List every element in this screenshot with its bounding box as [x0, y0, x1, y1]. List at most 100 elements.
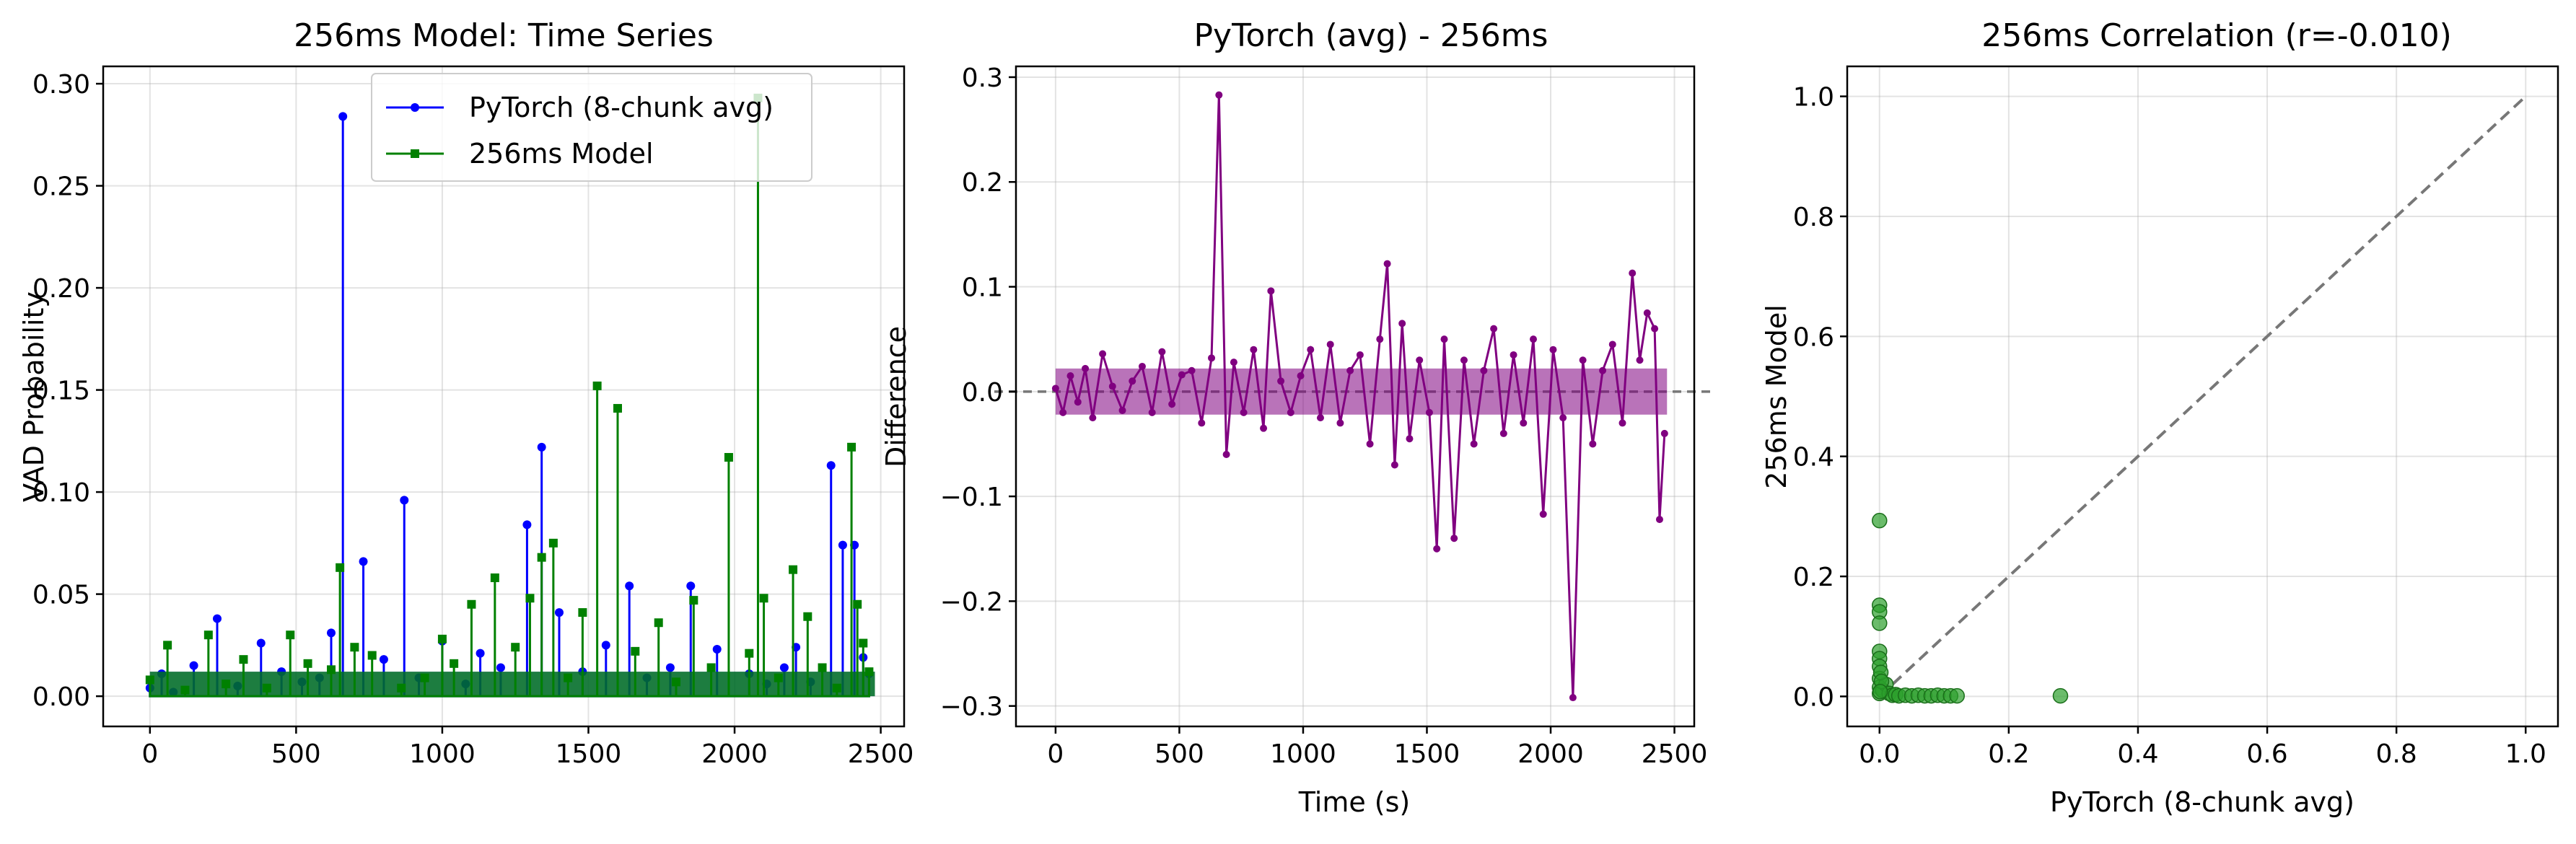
y-tick-label: 1.0 [1793, 83, 1834, 113]
x-tick-label: 0.8 [2376, 739, 2417, 769]
model-point [326, 665, 336, 674]
y-tick-label: 0.00 [32, 682, 90, 712]
model-point [303, 659, 312, 668]
series-baseline-band [149, 672, 875, 697]
y-tick-label: 0.8 [1793, 203, 1834, 232]
x-tick-label: 0.6 [2246, 739, 2287, 769]
panel-time-series: 256ms Model: Time Series 0 500 1000 1500 200… [18, 17, 914, 769]
model-point [631, 646, 640, 656]
pytorch-point [379, 655, 388, 664]
difference-point [1356, 351, 1364, 359]
difference-point [1138, 362, 1146, 370]
difference-point [1178, 371, 1186, 379]
model-point [397, 683, 406, 693]
model-point [548, 538, 558, 548]
difference-point [1390, 461, 1398, 469]
difference-point [1099, 350, 1107, 358]
panel3-title: 256ms Correlation (r=-0.010) [1981, 17, 2452, 54]
difference-point [1277, 377, 1285, 385]
model-point [706, 663, 716, 672]
difference-point [1059, 408, 1067, 416]
x-tick-label: 500 [1155, 739, 1204, 769]
panel2-y-label: Difference [880, 326, 912, 467]
legend-model-label: 256ms Model [469, 138, 654, 170]
x-tick-label: 0.4 [2117, 739, 2158, 769]
y-tick-label: 0.6 [1793, 322, 1834, 352]
y-tick-label: 0.10 [32, 478, 90, 508]
model-point [672, 677, 681, 687]
difference-point [1579, 356, 1587, 364]
difference-point [1589, 440, 1597, 448]
difference-point [1074, 398, 1082, 406]
model-point [832, 683, 841, 693]
scatter-point [1949, 687, 1965, 704]
y-tick-label: 0.0 [962, 378, 1003, 408]
model-point [774, 673, 783, 682]
difference-point [1636, 356, 1644, 364]
pytorch-point [838, 540, 847, 550]
legend-box [371, 73, 812, 182]
difference-point [1470, 440, 1478, 448]
difference-point [1499, 429, 1507, 437]
difference-point [1307, 346, 1315, 353]
difference-point [1660, 429, 1668, 437]
y-tick-label: 0.15 [32, 377, 90, 406]
x-tick-label: 2000 [701, 739, 768, 769]
difference-point [1230, 359, 1237, 366]
difference-point [1108, 382, 1116, 390]
model-point [745, 649, 754, 658]
difference-point [1240, 408, 1248, 416]
model-point [336, 563, 345, 572]
model-point [803, 612, 812, 621]
legend-pytorch-label: PyTorch (8-chunk avg) [469, 92, 774, 123]
model-point [467, 599, 476, 609]
difference-point [1082, 364, 1090, 372]
difference-point [1510, 351, 1517, 359]
difference-point [1118, 406, 1126, 414]
panel3-ticks: 0.0 0.2 0.4 0.6 0.8 1.0 0.0 0.2 0.4 0.6 0.8 1.0 [1793, 83, 2546, 769]
pytorch-point [496, 663, 505, 672]
pytorch-point [359, 557, 368, 566]
panel1-plot-area [145, 93, 875, 698]
model-point [350, 643, 359, 652]
difference-point [1267, 287, 1275, 295]
y-tick-label: 0.2 [1793, 563, 1834, 592]
x-tick-label: 2500 [848, 739, 914, 769]
y-tick-label: −0.2 [940, 587, 1003, 617]
difference-point [1398, 320, 1406, 328]
difference-point [1460, 356, 1468, 364]
model-point [490, 573, 499, 582]
difference-point [1366, 440, 1374, 448]
model-point [578, 608, 587, 617]
y-tick-label: 0.25 [32, 172, 90, 202]
x-tick-label: 1500 [556, 739, 622, 769]
panel3-x-label: PyTorch (8-chunk avg) [2050, 786, 2354, 818]
pytorch-point [400, 496, 409, 505]
difference-point [1569, 694, 1577, 702]
difference-point [1215, 91, 1223, 99]
difference-point [1425, 408, 1433, 416]
difference-point [1158, 348, 1166, 356]
pytorch-point [256, 638, 266, 648]
legend-pytorch-marker [411, 103, 419, 112]
series-line-0 [149, 116, 870, 698]
difference-point [1599, 366, 1607, 374]
y-tick-label: −0.3 [940, 693, 1003, 722]
pytorch-point [189, 661, 198, 670]
model-point [437, 634, 447, 643]
difference-point [1651, 325, 1659, 333]
y-tick-label: −0.1 [940, 483, 1003, 512]
panel-difference: PyTorch (avg) - 256ms 0 500 1000 1500 2000 25… [880, 17, 1716, 818]
scatter-point [1872, 512, 1888, 529]
pytorch-point [665, 663, 675, 672]
x-tick-label: 0.2 [1988, 739, 2029, 769]
difference-point [1326, 340, 1334, 348]
pytorch-point [476, 649, 485, 658]
model-point [239, 655, 248, 664]
pytorch-point [601, 641, 610, 650]
difference-point [1608, 340, 1616, 348]
difference-point [1629, 269, 1637, 277]
difference-point [1433, 545, 1441, 553]
difference-point [1490, 325, 1498, 333]
difference-point [1376, 335, 1384, 343]
